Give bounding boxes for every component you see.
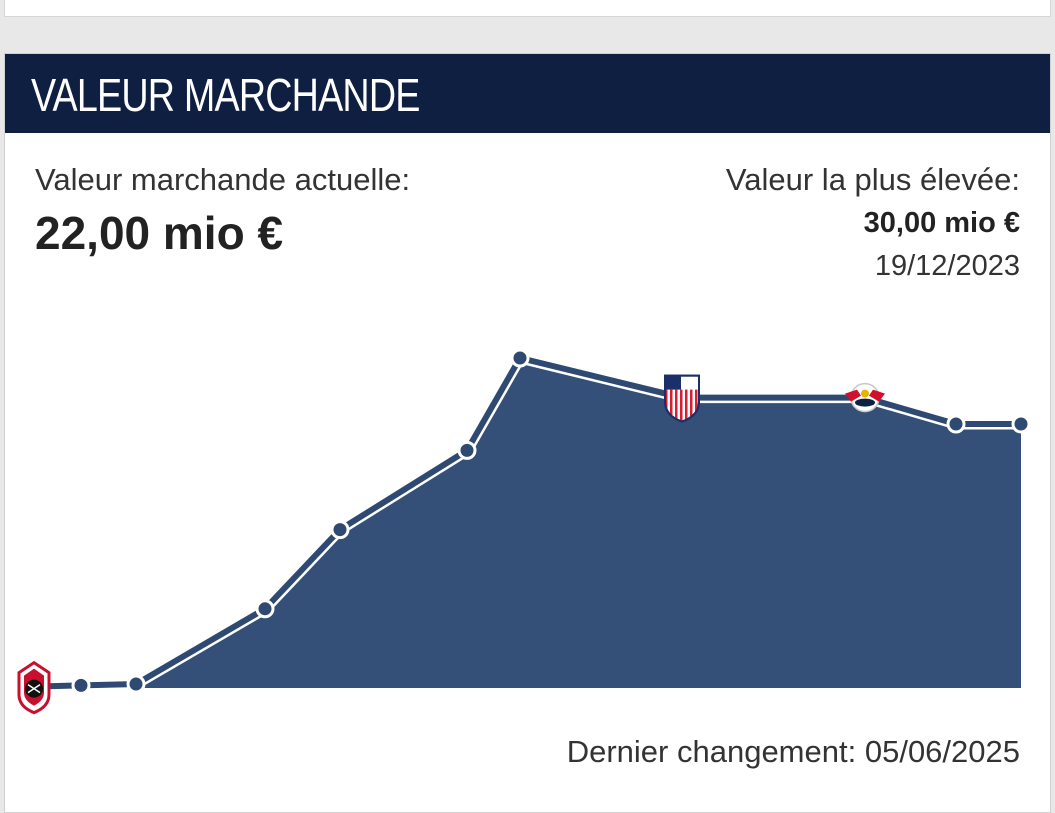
chart-point[interactable] [457,440,477,460]
chart-point[interactable] [946,414,966,434]
chart-point[interactable] [330,520,350,540]
current-value: 22,00 mio € [35,207,284,259]
chart-area [136,358,1021,688]
last-change-date: 05/06/2025 [864,734,1020,769]
panel-header: VALEUR MARCHANDE [5,54,1050,133]
highest-value-date: 19/12/2023 [874,250,1020,282]
panel-title: VALEUR MARCHANDE [31,69,420,121]
current-value-label: Valeur marchande actuelle: [35,162,411,197]
last-change-label: Dernier changement: [566,734,857,769]
chart-point[interactable] [255,599,275,619]
royal-antwerp-crest-icon[interactable] [17,660,51,715]
chart-point[interactable] [510,348,530,368]
chart-point[interactable] [126,674,146,694]
highest-value-label: Valeur la plus élevée: [725,162,1020,197]
market-value-chart [17,348,1031,715]
chart-point[interactable] [1011,414,1031,434]
chart-point[interactable] [71,675,91,695]
last-change: Dernier changement: 05/06/2025 [567,734,1020,770]
previous-card [4,0,1051,17]
rb-leipzig-crest-icon[interactable] [845,382,885,413]
highest-value: 30,00 mio € [863,207,1020,239]
atletico-madrid-crest-icon[interactable] [664,374,700,424]
